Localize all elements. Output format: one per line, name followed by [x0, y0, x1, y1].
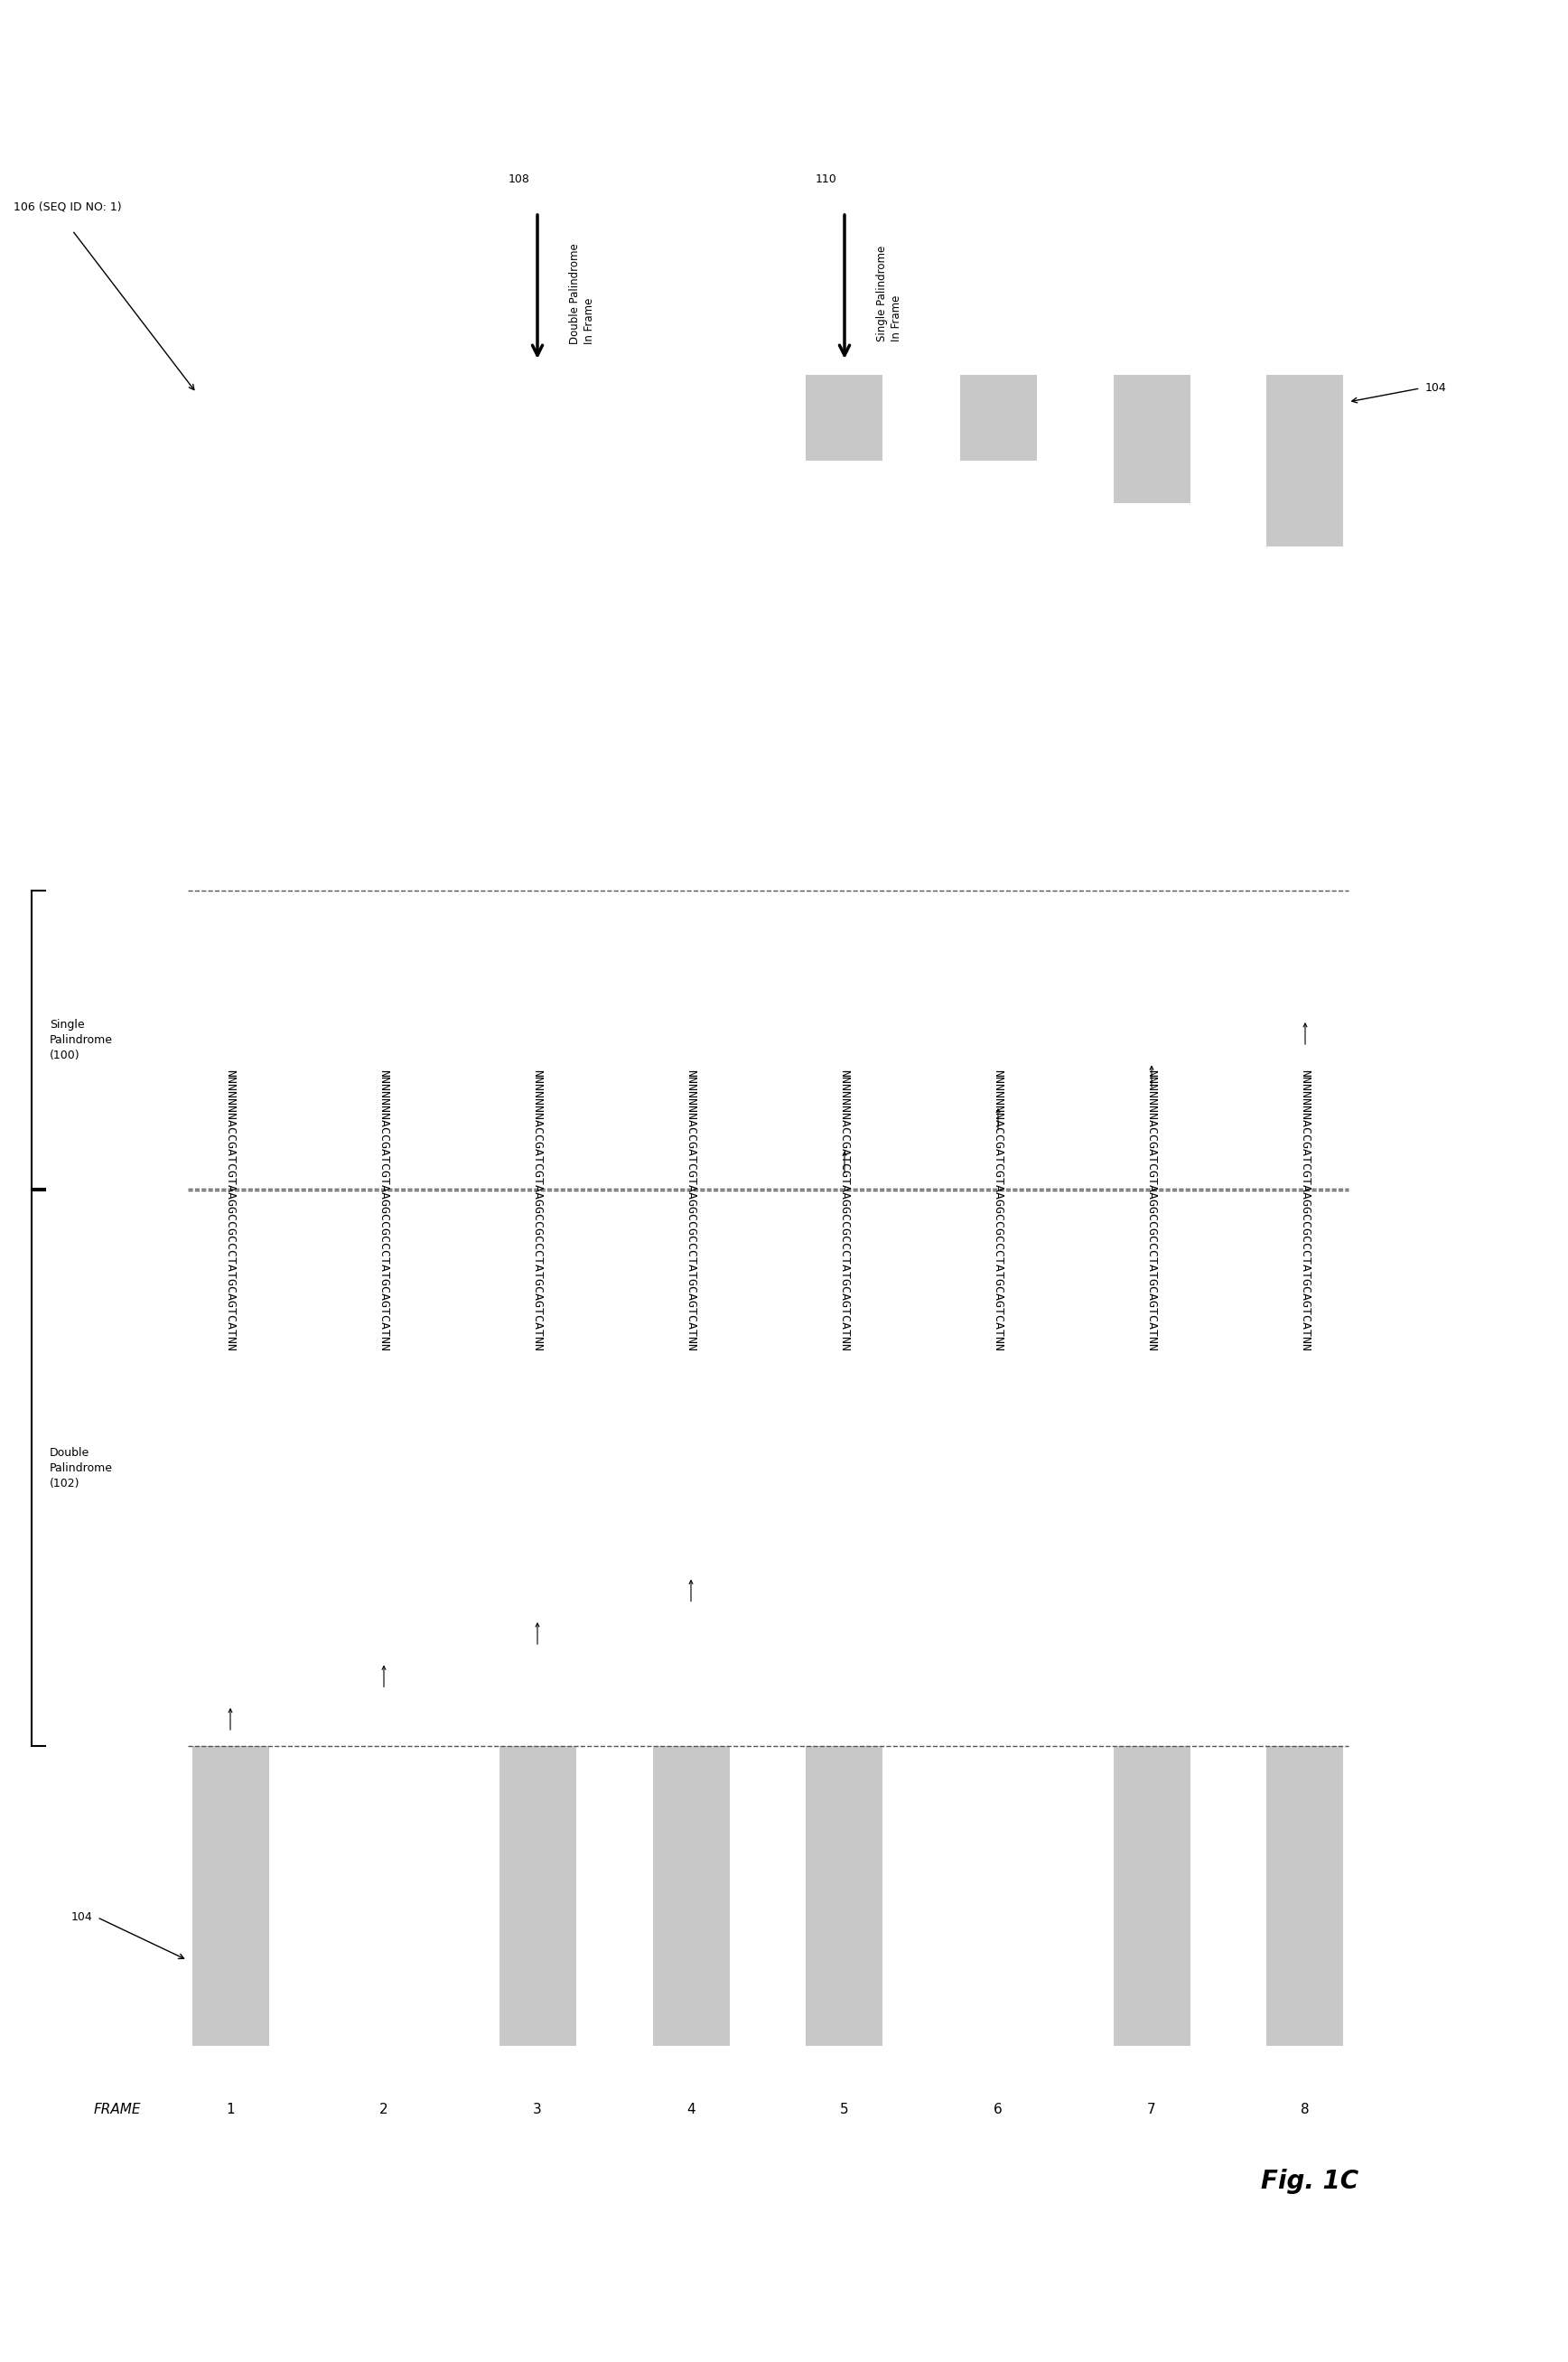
Text: 4: 4 — [687, 2102, 695, 2116]
Bar — [806, 376, 883, 461]
Text: 3: 3 — [533, 2102, 543, 2116]
Text: 2: 2 — [379, 2102, 389, 2116]
Text: 108: 108 — [508, 172, 530, 184]
Text: NNNNNNNACCGATCGTAAGGCCGCCCTATGCAGTCATNN: NNNNNNNACCGATCGTAAGGCCGCCCTATGCAGTCATNN — [532, 1070, 543, 1351]
Text: FRAME: FRAME — [94, 2102, 141, 2116]
Text: 104: 104 — [71, 1911, 93, 1923]
Bar — [1267, 1746, 1344, 2045]
Text: 106 (SEQ ID NO: 1): 106 (SEQ ID NO: 1) — [14, 201, 122, 213]
Text: 7: 7 — [1148, 2102, 1156, 2116]
Text: NNNNNNNACCGATCGTAAGGCCGCCCTATGCAGTCATNN: NNNNNNNACCGATCGTAAGGCCGCCCTATGCAGTCATNN — [224, 1070, 237, 1351]
Text: 5: 5 — [840, 2102, 848, 2116]
Bar — [960, 376, 1036, 461]
Bar — [499, 1746, 575, 2045]
Bar — [652, 1746, 729, 2045]
Text: NNNNNNNACCGATCGTAAGGCCGCCCTATGCAGTCATNN: NNNNNNNACCGATCGTAAGGCCGCCCTATGCAGTCATNN — [993, 1070, 1004, 1351]
Text: Double Palindrome
In Frame: Double Palindrome In Frame — [569, 243, 596, 345]
Text: 8: 8 — [1301, 2102, 1309, 2116]
Text: 1: 1 — [226, 2102, 235, 2116]
Text: Single
Palindrome
(100): Single Palindrome (100) — [50, 1018, 113, 1061]
Text: NNNNNNNACCGATCGTAAGGCCGCCCTATGCAGTCATNN: NNNNNNNACCGATCGTAAGGCCGCCCTATGCAGTCATNN — [378, 1070, 390, 1351]
Text: 104: 104 — [1425, 383, 1446, 394]
Text: Double
Palindrome
(102): Double Palindrome (102) — [50, 1448, 113, 1490]
Bar — [1113, 1746, 1190, 2045]
Bar — [806, 1746, 883, 2045]
Text: NNNNNNNACCGATCGTAAGGCCGCCCTATGCAGTCATNN: NNNNNNNACCGATCGTAAGGCCGCCCTATGCAGTCATNN — [685, 1070, 696, 1351]
Bar — [1267, 376, 1344, 546]
Text: 110: 110 — [815, 172, 837, 184]
Text: 6: 6 — [994, 2102, 1002, 2116]
Text: NNNNNNNACCGATCGTAAGGCCGCCCTATGCAGTCATNN: NNNNNNNACCGATCGTAAGGCCGCCCTATGCAGTCATNN — [1300, 1070, 1311, 1351]
Bar — [191, 1746, 268, 2045]
Text: NNNNNNNACCGATCGTAAGGCCGCCCTATGCAGTCATNN: NNNNNNNACCGATCGTAAGGCCGCCCTATGCAGTCATNN — [839, 1070, 850, 1351]
Text: Fig. 1C: Fig. 1C — [1261, 2168, 1358, 2194]
Bar — [1113, 376, 1190, 503]
Text: Single Palindrome
In Frame: Single Palindrome In Frame — [877, 246, 902, 342]
Text: NNNNNNNACCGATCGTAAGGCCGCCCTATGCAGTCATNN: NNNNNNNACCGATCGTAAGGCCGCCCTATGCAGTCATNN — [1146, 1070, 1157, 1351]
